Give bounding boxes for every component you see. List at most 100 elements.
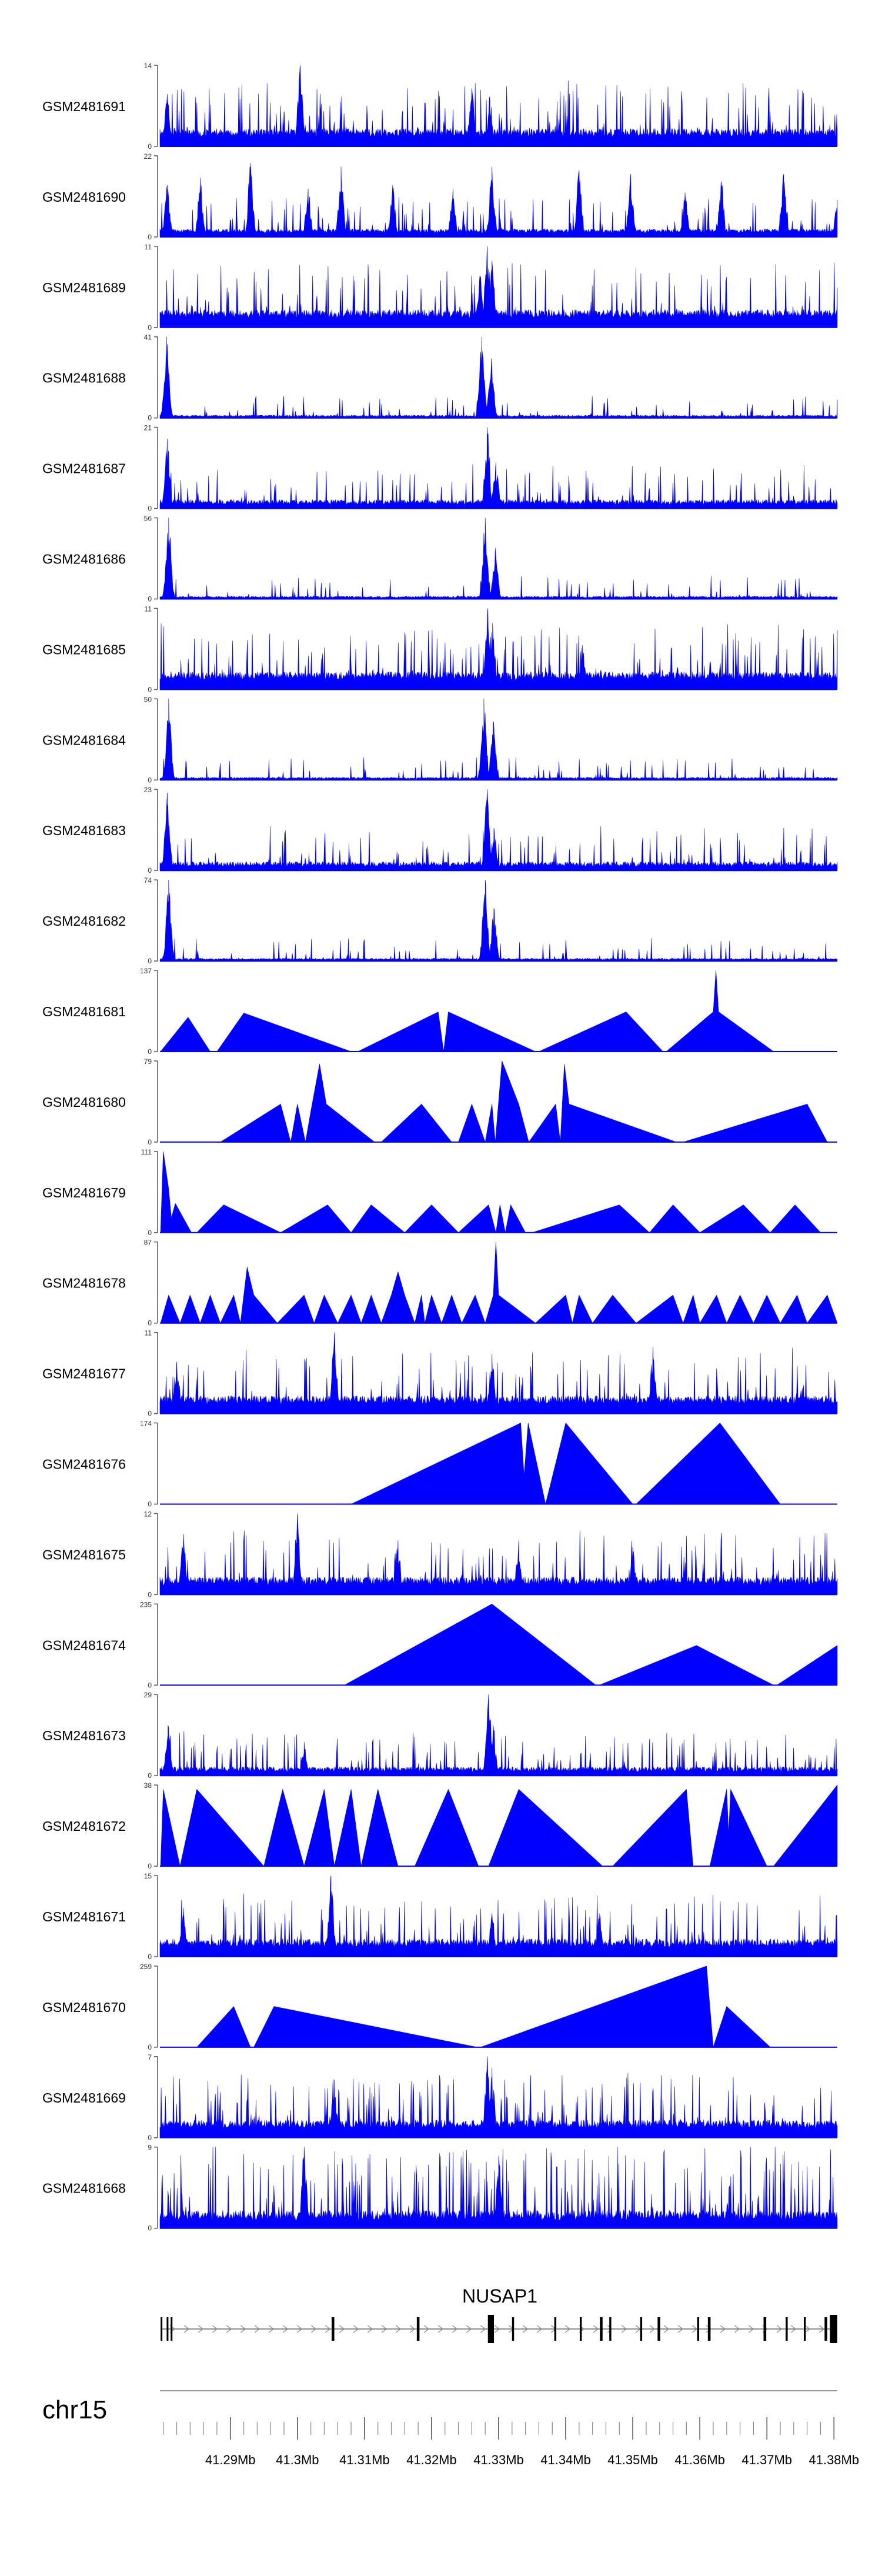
track-label: GSM2481685 [42,642,126,657]
coverage-area [159,65,838,147]
track-GSM2481675: GSM2481675 12 0 [42,1510,838,1599]
track-GSM2481673: GSM2481673 29 0 [42,1691,838,1780]
y-tick-label-min: 0 [148,505,152,513]
y-tick-label-max: 12 [144,1510,152,1518]
coverage-area [159,1875,838,1957]
strand-arrow [706,2325,712,2333]
gene-exon [707,2317,711,2341]
coverage-area [159,699,838,780]
gene-exon [803,2317,806,2341]
strand-arrow [649,2325,656,2333]
strand-arrow [310,2325,317,2333]
coverage-area [160,970,774,1052]
y-tick-label-max: 11 [145,1329,152,1337]
strand-arrow [776,2325,783,2333]
chromosome-label: chr15 [42,2395,107,2424]
y-tick-label-max: 79 [144,1057,152,1066]
track-GSM2481672: GSM2481672 38 0 [42,1781,838,1870]
gene-exon [554,2317,557,2341]
y-tick-label-max: 235 [140,1600,152,1609]
strand-arrow [480,2325,486,2333]
strand-arrow [240,2325,246,2333]
x-tick-label: 41.29Mb [205,2452,256,2467]
track-GSM2481689: GSM2481689 11 0 [42,243,838,332]
y-tick-label-max: 87 [144,1239,152,1247]
strand-arrow [282,2325,289,2333]
track-GSM2481690: GSM2481690 22 0 [42,152,838,241]
coverage-area [160,1151,821,1233]
track-GSM2481679: GSM2481679 111 0 [42,1148,837,1237]
track-label: GSM2481682 [42,913,126,929]
coverage-area [159,1694,838,1776]
coverage-area [344,1604,838,1686]
strand-arrow [198,2325,204,2333]
gene-exon [171,2317,173,2341]
strand-arrow [734,2325,740,2333]
y-tick-label-max: 21 [144,424,152,432]
strand-arrow [621,2325,627,2333]
gene-exon [640,2317,643,2341]
strand-arrow [790,2325,797,2333]
x-tick-label: 41.33Mb [473,2452,524,2467]
strand-arrow [353,2325,359,2333]
y-tick-label-max: 14 [144,62,152,70]
coverage-area [159,427,838,509]
strand-arrow [691,2325,698,2333]
y-tick-label-min: 0 [148,957,152,965]
track-label: GSM2481689 [42,280,126,295]
gene-exon [600,2317,603,2341]
y-tick-label-min: 0 [148,776,152,784]
coverage-area [159,789,838,871]
track-label: GSM2481674 [42,1637,126,1653]
gene-track: NUSAP1 [161,2285,837,2343]
gene-exon [416,2317,420,2341]
track-label: GSM2481669 [42,2090,126,2105]
x-tick-label: 41.34Mb [540,2452,591,2467]
y-tick-label-max: 7 [148,2053,152,2061]
x-tick-label: 41.36Mb [674,2452,725,2467]
coverage-area [159,246,838,328]
coverage-area [159,518,838,599]
coverage-area [196,1966,771,2048]
gene-exon [166,2317,169,2341]
y-tick-label-min: 0 [148,2224,152,2233]
y-tick-label-max: 29 [144,1691,152,1699]
track-label: GSM2481668 [42,2181,126,2196]
strand-arrow [325,2325,331,2333]
strand-arrow [663,2325,670,2333]
strand-arrow [409,2325,416,2333]
track-label: GSM2481686 [42,552,126,567]
track-GSM2481683: GSM2481683 23 0 [42,786,838,875]
strand-arrow [437,2325,444,2333]
y-tick-label-max: 11 [145,605,152,613]
track-label: GSM2481687 [42,461,126,476]
track-label: GSM2481678 [42,1276,126,1291]
track-GSM2481687: GSM2481687 21 0 [42,424,838,513]
y-tick-label-min: 0 [148,1681,152,1689]
strand-arrow [804,2325,811,2333]
y-tick-label-min: 0 [148,1500,152,1509]
track-label: GSM2481676 [42,1457,126,1472]
y-tick-label-min: 0 [148,1862,152,1870]
track-label: GSM2481677 [42,1366,126,1382]
strand-arrow [367,2325,373,2333]
track-GSM2481688: GSM2481688 41 0 [42,333,838,422]
coverage-area [350,1423,781,1504]
track-GSM2481691: GSM2481691 14 0 [42,62,838,151]
strand-arrow [339,2325,345,2333]
gene-exon [786,2317,788,2341]
strand-arrow [183,2325,190,2333]
strand-arrow [522,2325,529,2333]
strand-arrow [395,2325,402,2333]
x-tick-label: 41.3Mb [276,2452,319,2467]
y-tick-label-min: 0 [148,1953,152,1961]
y-tick-label-min: 0 [148,1229,152,1237]
y-tick-label-min: 0 [148,1410,152,1418]
gene-exon [487,2315,495,2343]
track-label: GSM2481684 [42,732,126,748]
track-label: GSM2481679 [42,1185,126,1200]
y-tick-label-max: 259 [140,1963,152,1971]
strand-arrow [564,2325,571,2333]
track-label: GSM2481690 [42,189,126,205]
